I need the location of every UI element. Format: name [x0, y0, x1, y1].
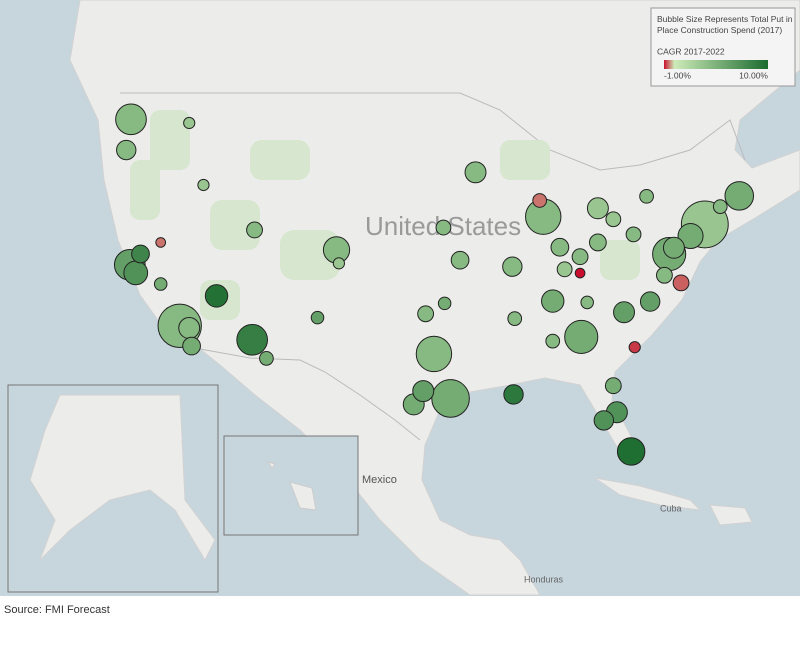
bubble — [574, 267, 586, 279]
bubble — [712, 199, 728, 214]
bubble — [182, 336, 201, 356]
bubble — [532, 193, 548, 208]
parks — [130, 110, 640, 320]
legend-title: Bubble Size Represents Total Put in Place… — [657, 14, 793, 35]
bubble — [204, 284, 229, 308]
bubble — [503, 384, 524, 405]
bubble — [625, 226, 642, 243]
bubble — [123, 260, 149, 286]
bubble — [541, 289, 565, 313]
bubble — [183, 116, 196, 130]
land-hispaniola — [709, 504, 753, 526]
bubble — [116, 139, 137, 161]
bubble — [246, 221, 263, 239]
bubble — [550, 237, 570, 257]
bubble — [437, 296, 452, 311]
land-hawaii — [266, 461, 276, 469]
country-label: Cuba — [660, 503, 682, 513]
bubble — [616, 437, 646, 466]
bubble — [131, 244, 150, 264]
legend-color-title: CAGR 2017-2022 — [657, 46, 725, 56]
bubble — [588, 233, 607, 252]
bubble — [153, 277, 168, 291]
color-scale-label: 10.00% — [739, 70, 768, 80]
legend: Bubble Size Represents Total Put in Place… — [650, 7, 796, 87]
bubble — [155, 237, 167, 248]
bubble — [724, 181, 755, 211]
bubble — [655, 266, 673, 284]
country-label: Honduras — [524, 574, 564, 584]
border-us-canada — [120, 92, 746, 171]
land-cuba — [594, 477, 702, 511]
color-scale-label: -1.00% — [664, 70, 691, 80]
bubble — [677, 223, 704, 250]
bubble — [310, 310, 325, 325]
bubble — [593, 410, 615, 431]
bubble — [672, 274, 690, 292]
source-note: Source: FMI Forecast — [4, 604, 110, 616]
land-alaska — [29, 394, 216, 562]
bubble — [197, 178, 210, 192]
bubble — [431, 379, 470, 418]
bubble — [507, 311, 523, 326]
bubble — [628, 341, 641, 354]
bubble — [639, 188, 654, 204]
bubble — [556, 261, 573, 278]
bubble — [662, 236, 685, 259]
bubble — [639, 291, 661, 312]
bubble — [259, 351, 274, 366]
bubble — [450, 250, 470, 270]
bubble — [564, 319, 599, 354]
bubble — [604, 377, 622, 395]
bubble — [236, 323, 269, 356]
border-us-mexico — [177, 344, 421, 441]
bubble — [332, 257, 345, 270]
bubble — [613, 301, 635, 324]
bubble — [580, 295, 594, 310]
bubble — [115, 103, 147, 136]
bubble — [586, 197, 609, 220]
bubble — [417, 305, 435, 323]
country-label: Mexico — [362, 474, 397, 486]
color-scale-bar — [664, 60, 768, 69]
bubble — [571, 248, 589, 266]
bubble — [415, 335, 453, 373]
legend-box — [650, 7, 796, 87]
bubbles — [113, 103, 755, 466]
bubble — [464, 161, 487, 184]
bubble — [545, 333, 561, 349]
bubble — [178, 317, 201, 340]
bubble — [502, 256, 523, 277]
bubble — [412, 380, 435, 403]
bubble — [435, 219, 452, 236]
bubble — [605, 211, 622, 228]
land-hawaii — [289, 481, 317, 511]
